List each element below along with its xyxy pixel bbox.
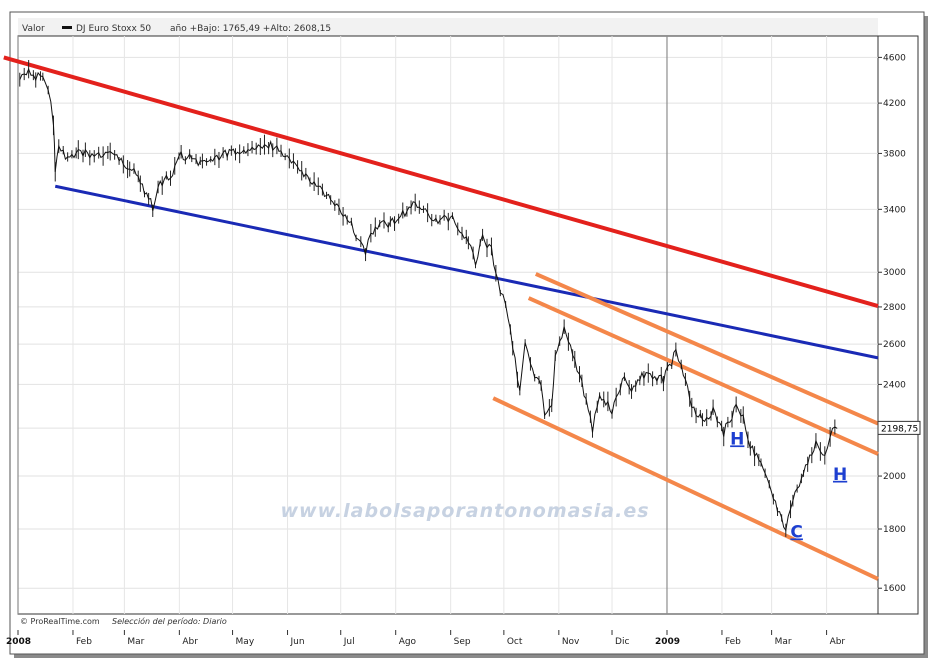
x-tick-label: Feb	[725, 637, 741, 647]
grid-layer	[18, 36, 878, 614]
y-tick-label: 3400	[883, 205, 906, 215]
footer-brand: © ProRealTime.com	[20, 617, 100, 626]
x-tick-label: May	[236, 637, 255, 647]
year-separator-lines	[17, 36, 668, 614]
y-tick-label: 3000	[883, 268, 906, 278]
x-tick-label: Mar	[775, 637, 792, 647]
y-tick-label: 1600	[883, 584, 906, 594]
y-tick-label: 3800	[883, 149, 906, 159]
x-tick-label: Oct	[507, 637, 523, 647]
trendline-layer	[3, 55, 879, 581]
header-valor-label: Valor	[22, 24, 45, 34]
footer-period: Selección del período: Diario	[112, 616, 227, 626]
price-series-layer	[19, 59, 838, 537]
x-axis-panel	[18, 630, 878, 652]
x-tick-label: Dic	[615, 637, 629, 647]
annotation-layer: H H C	[730, 429, 847, 542]
watermark: www.labolsaporantonomasia.es	[280, 500, 649, 522]
header-series-name: DJ Euro Stoxx 50	[76, 24, 151, 34]
pattern-annotation-h: H	[730, 429, 744, 449]
x-axis-ticks: 2008 Feb Mar Abr May Jun Jul Ago Sep Oct Nov Dic 200…	[6, 630, 845, 647]
price-series-line	[19, 67, 838, 532]
current-price-tag: 2198,75	[877, 420, 921, 435]
trendline	[492, 396, 879, 581]
y-axis-panel	[877, 35, 919, 615]
y-tick-label: 2600	[883, 340, 906, 350]
trendline	[54, 184, 879, 360]
x-tick-label: Feb	[76, 637, 92, 647]
current-price-label: 2198,75	[881, 424, 918, 434]
x-tick-label: Nov	[562, 637, 580, 647]
trendline	[527, 296, 879, 456]
plot-area	[17, 35, 879, 615]
trendline	[3, 55, 879, 308]
x-tick-label: Ago	[399, 637, 417, 647]
pattern-annotation-c: C	[790, 522, 802, 542]
x-tick-label: Sep	[454, 637, 471, 647]
y-tick-label: 2800	[883, 303, 906, 313]
chart-header-bar	[18, 18, 878, 36]
y-tick-label: 2000	[883, 472, 906, 482]
x-tick-label: 2008	[6, 637, 31, 647]
current-price-box	[877, 420, 921, 435]
y-axis-ticks: 1600 1800 2000 2400 2600 2800 3000 3400 3800 4200…	[878, 53, 906, 594]
pattern-annotation-h: H	[833, 465, 847, 485]
x-tick-label: Mar	[127, 637, 144, 647]
trendline	[534, 272, 879, 426]
series-legend-swatch	[62, 26, 72, 29]
x-tick-label: Jul	[343, 637, 355, 647]
y-tick-label: 4600	[883, 53, 906, 63]
header-range-text: año +Bajo: 1765,49 +Alto: 2608,15	[170, 24, 331, 34]
y-tick-label: 4200	[883, 99, 906, 109]
x-tick-label: 2009	[655, 637, 680, 647]
y-tick-label: 2400	[883, 380, 906, 390]
x-tick-label: Abr	[182, 637, 198, 647]
y-tick-label: 1800	[883, 525, 906, 535]
x-tick-label: Jun	[290, 637, 305, 647]
x-tick-label: Abr	[830, 637, 846, 647]
